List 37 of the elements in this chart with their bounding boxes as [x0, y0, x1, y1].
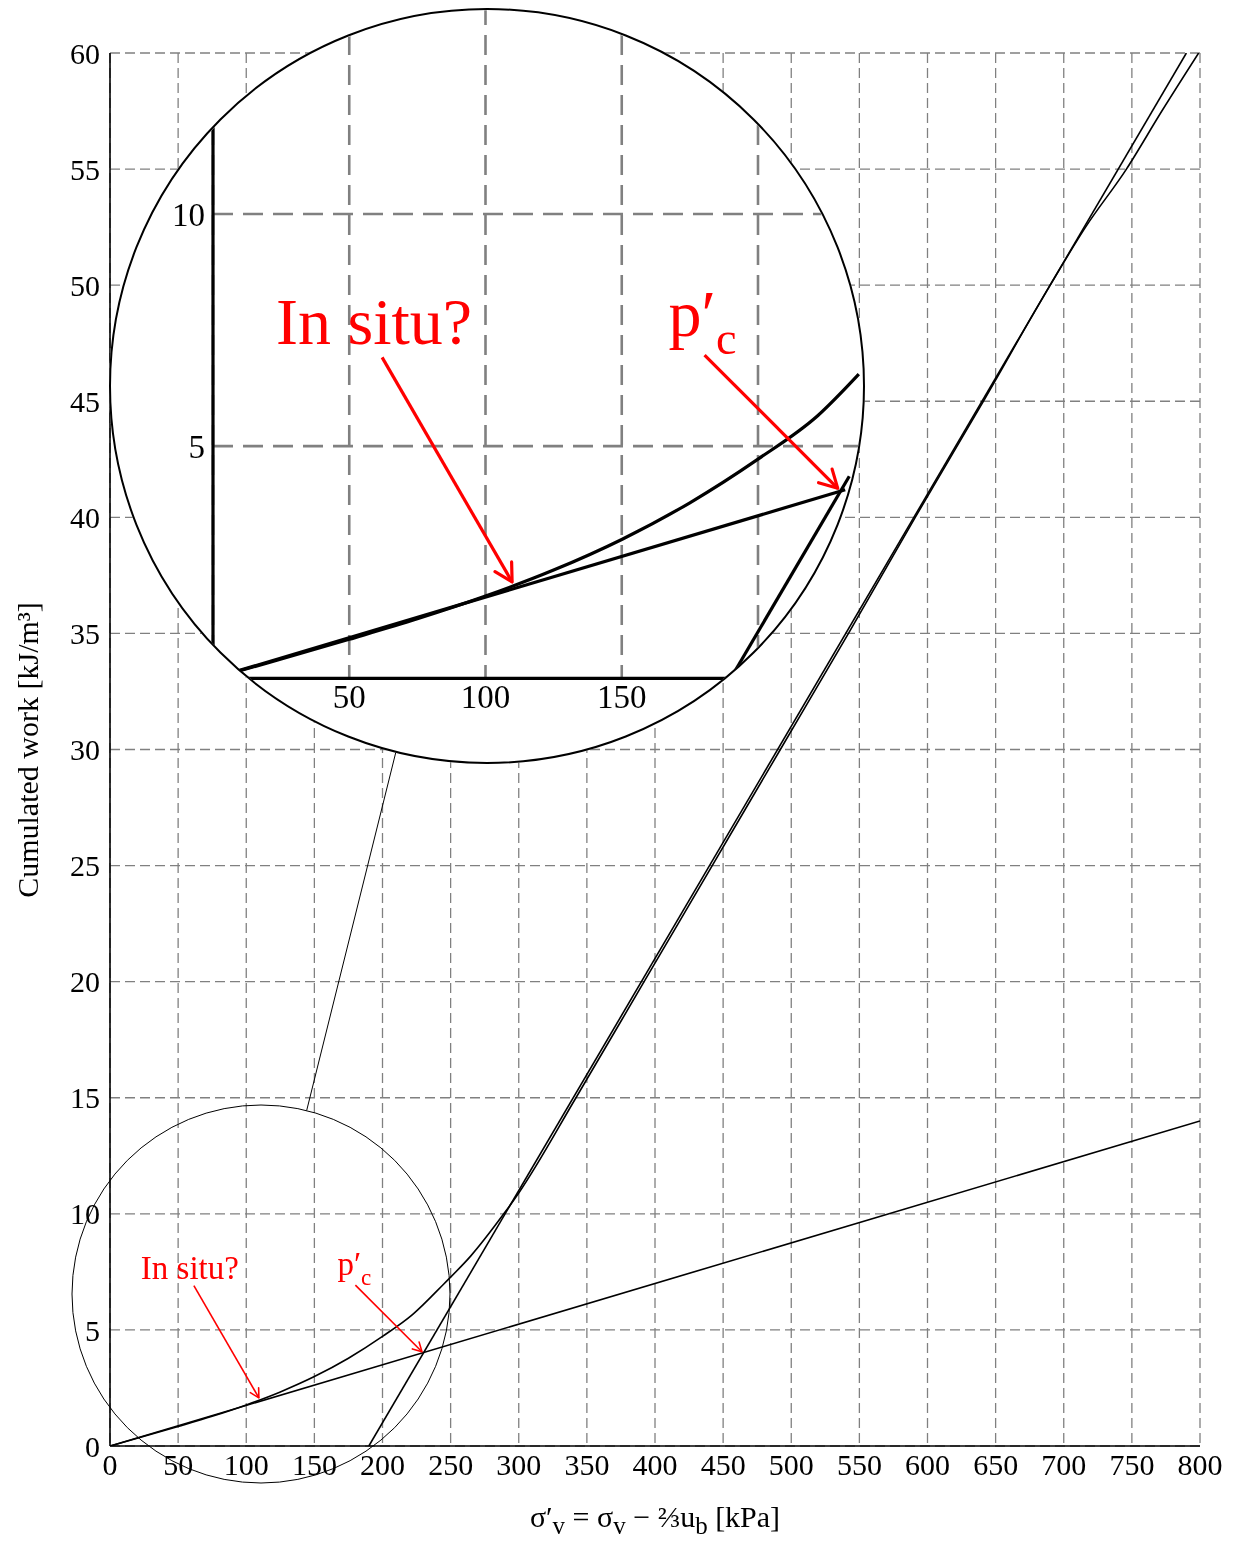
x-tick-label: 100 — [460, 678, 511, 715]
y-tick-label: 50 — [70, 268, 100, 302]
x-tick-label: 800 — [1177, 1448, 1223, 1482]
x-tick-label: 200 — [360, 1448, 405, 1482]
y-tick-label: 60 — [70, 36, 100, 70]
x-axis-title: σ′$_{v}$ = σ$_{v}$ − ⅔u$_{b}$ [kPa] — [529, 1499, 781, 1541]
x-tick-label: 700 — [1041, 1448, 1087, 1482]
y-tick-label: 35 — [70, 617, 100, 651]
y-axis-title: Cumulated work [kJ/m³] — [10, 601, 45, 898]
annotation: In situ? — [140, 1249, 239, 1286]
x-tick-label: 650 — [973, 1448, 1019, 1482]
x-tick-label: 750 — [1109, 1448, 1155, 1482]
x-tick-label: 300 — [496, 1448, 542, 1482]
annotation: p′$_{c}$ — [668, 276, 737, 364]
x-tick-label: 150 — [597, 678, 647, 715]
x-tick-label: 550 — [836, 1448, 882, 1482]
x-tick-label: 500 — [768, 1448, 814, 1482]
y-tick-label: 40 — [70, 500, 100, 534]
y-tick-label: 30 — [70, 733, 100, 767]
y-tick-label: 25 — [70, 849, 100, 883]
y-tick-label: 55 — [70, 152, 100, 186]
x-tick-label: 600 — [905, 1448, 950, 1482]
annotation: p′$_{c}$ — [337, 1246, 372, 1291]
y-tick-label: 10 — [172, 196, 205, 233]
x-tick-label: 400 — [632, 1448, 678, 1482]
x-tick-label: 100 — [223, 1448, 269, 1482]
y-tick-label: 5 — [188, 428, 205, 465]
y-tick-label: 5 — [85, 1313, 100, 1347]
annotation: In situ? — [276, 284, 473, 358]
x-tick-label: 50 — [332, 678, 366, 715]
x-tick-label: 350 — [564, 1448, 610, 1482]
x-tick-label: 450 — [700, 1448, 746, 1482]
y-tick-label: 20 — [70, 965, 100, 999]
y-tick-label: 15 — [70, 1081, 100, 1115]
y-tick-label: 45 — [70, 384, 100, 418]
x-tick-label: 250 — [428, 1448, 474, 1482]
x-tick-label: 150 — [291, 1448, 337, 1482]
